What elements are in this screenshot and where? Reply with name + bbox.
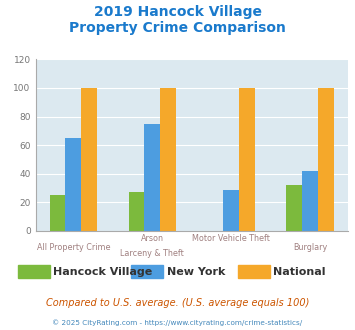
Text: New York: New York bbox=[167, 267, 225, 277]
Text: Larceny & Theft: Larceny & Theft bbox=[120, 249, 184, 258]
Text: Motor Vehicle Theft: Motor Vehicle Theft bbox=[192, 234, 270, 243]
Text: Property Crime Comparison: Property Crime Comparison bbox=[69, 21, 286, 35]
Text: Compared to U.S. average. (U.S. average equals 100): Compared to U.S. average. (U.S. average … bbox=[46, 298, 309, 308]
Bar bbox=[302, 171, 318, 231]
Bar bbox=[239, 88, 255, 231]
Text: 2019 Hancock Village: 2019 Hancock Village bbox=[93, 5, 262, 19]
Text: Arson: Arson bbox=[141, 234, 164, 243]
Bar bbox=[286, 185, 302, 231]
Bar bbox=[65, 138, 81, 231]
Text: All Property Crime: All Property Crime bbox=[37, 243, 110, 251]
Text: Hancock Village: Hancock Village bbox=[53, 267, 153, 277]
Bar bbox=[160, 88, 176, 231]
Bar bbox=[318, 88, 334, 231]
Text: National: National bbox=[273, 267, 326, 277]
Bar bbox=[50, 195, 65, 231]
Bar bbox=[223, 189, 239, 231]
Text: Burglary: Burglary bbox=[293, 243, 327, 251]
Bar bbox=[144, 124, 160, 231]
Text: © 2025 CityRating.com - https://www.cityrating.com/crime-statistics/: © 2025 CityRating.com - https://www.city… bbox=[53, 319, 302, 326]
Bar bbox=[81, 88, 97, 231]
Bar bbox=[129, 192, 144, 231]
